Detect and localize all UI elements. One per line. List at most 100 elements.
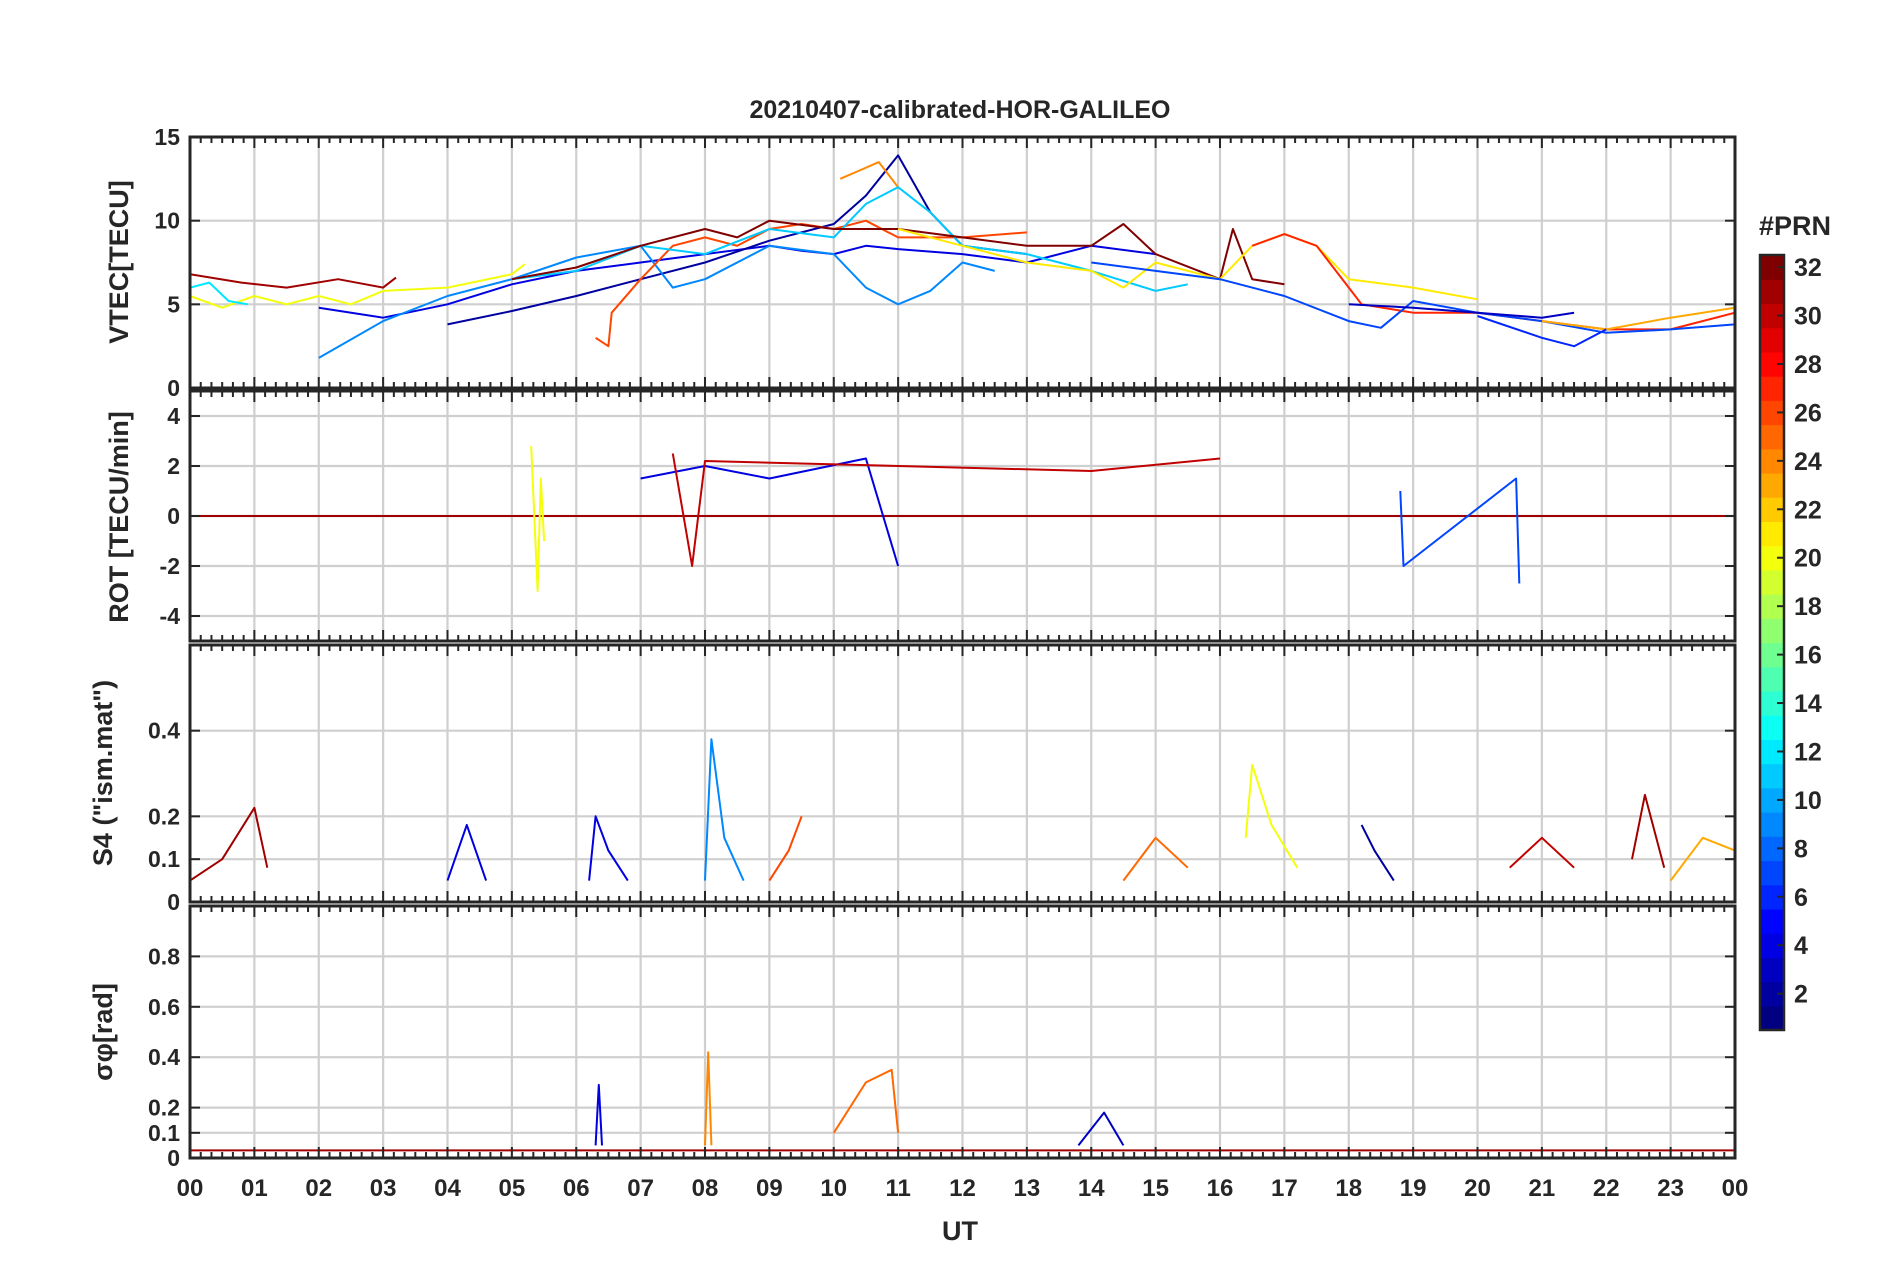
panel-frame bbox=[188, 389, 1737, 643]
panel-frame bbox=[188, 904, 1737, 1160]
colorbar-tick-label: 24 bbox=[1794, 448, 1822, 476]
series-prn-27 bbox=[1251, 233, 1735, 331]
x-tick-label: 17 bbox=[1271, 1175, 1298, 1202]
colorbar-tick-label: 20 bbox=[1794, 545, 1822, 573]
y-tick-label: 0.4 bbox=[148, 718, 180, 744]
x-tick-label: 16 bbox=[1207, 1175, 1234, 1202]
x-tick-label: 22 bbox=[1593, 1175, 1620, 1202]
panel-4: 00.10.2 0.4 0.6 0.8 σφ[rad] bbox=[88, 904, 1737, 1171]
series-prn-4 bbox=[588, 815, 629, 882]
series-prn-3 bbox=[1348, 303, 1575, 319]
series-prn-3 bbox=[1077, 1111, 1125, 1147]
y-axis-label: ROT [TECU/min] bbox=[104, 411, 134, 622]
series-prn-30 bbox=[671, 453, 1221, 567]
colorbar-segment bbox=[1760, 763, 1784, 789]
series-prn-20 bbox=[530, 445, 546, 592]
colorbar-tick-label: 32 bbox=[1794, 254, 1822, 282]
panel-2: -4 -2 0 2 4 ROT [TECU/min] bbox=[104, 389, 1737, 643]
x-tick-label: 08 bbox=[692, 1175, 719, 1202]
x-tick-label: 09 bbox=[756, 1175, 783, 1202]
series-prn-7 bbox=[1091, 261, 1735, 334]
series-prn-4 bbox=[640, 457, 900, 567]
y-tick-label: -4 bbox=[160, 603, 181, 629]
colorbar-segment bbox=[1760, 424, 1784, 450]
x-tick-label: 14 bbox=[1078, 1175, 1105, 1202]
series-prn-24 bbox=[704, 1051, 713, 1146]
colorbar-segment bbox=[1760, 472, 1784, 498]
series-prn-25 bbox=[832, 1068, 900, 1134]
y-tick-label: 0.2 bbox=[148, 1095, 180, 1121]
colorbar-tick-label: 16 bbox=[1794, 642, 1822, 670]
y-tick-label: 2 bbox=[167, 453, 180, 479]
y-tick-label: 0 bbox=[167, 375, 180, 401]
y-tick-label: 0.1 bbox=[148, 1120, 180, 1146]
panel-3: 0 0.1 0.2 0.4 S4 ("ism.mat") bbox=[88, 643, 1737, 915]
x-tick-label: 06 bbox=[563, 1175, 590, 1202]
panel-1: 0 5 10 15 VTEC[TECU] bbox=[104, 124, 1737, 401]
y-tick-label: 0.4 bbox=[148, 1044, 180, 1070]
series-prn-31 bbox=[190, 806, 269, 882]
y-tick-label: 0.2 bbox=[148, 803, 180, 829]
x-tick-label: 11 bbox=[885, 1175, 910, 1202]
colorbar-segment bbox=[1760, 666, 1784, 692]
y-tick-label: 0 bbox=[167, 889, 180, 915]
y-tick-label: 0 bbox=[167, 503, 180, 529]
x-tick-label: 18 bbox=[1335, 1175, 1362, 1202]
colorbar-segment bbox=[1760, 812, 1784, 837]
series-prn-11 bbox=[511, 186, 1189, 292]
colorbar-segment bbox=[1760, 715, 1784, 740]
colorbar-tick-label: 22 bbox=[1794, 496, 1822, 524]
series-prn-31 bbox=[1631, 793, 1666, 868]
chart-title: 20210407-calibrated-HOR-GALILEO bbox=[750, 96, 1171, 124]
x-tick-label: 20 bbox=[1464, 1175, 1491, 1202]
colorbar-tick-label: 26 bbox=[1794, 399, 1822, 427]
y-tick-label: 5 bbox=[167, 291, 180, 317]
x-tick-label: 02 bbox=[305, 1175, 332, 1202]
y-axis-label: VTEC[TECU] bbox=[104, 180, 134, 344]
x-tick-label: 19 bbox=[1400, 1175, 1427, 1202]
colorbar-tick-label: 4 bbox=[1794, 932, 1808, 960]
x-tick-label: 03 bbox=[370, 1175, 397, 1202]
colorbar-segment bbox=[1760, 957, 1784, 983]
series-prn-23 bbox=[1541, 306, 1735, 331]
series-prn-4 bbox=[594, 1083, 603, 1146]
colorbar-tick-label: 14 bbox=[1794, 690, 1822, 718]
series-group bbox=[190, 445, 1735, 592]
colorbar-segment bbox=[1760, 279, 1784, 305]
x-tick-label: 10 bbox=[820, 1175, 847, 1202]
series-prn-26 bbox=[595, 219, 1027, 348]
colorbar-tick-label: 10 bbox=[1794, 787, 1822, 815]
x-tick-label: 00 bbox=[177, 1175, 204, 1202]
panel-frame bbox=[188, 135, 1737, 390]
series-prn-32 bbox=[511, 219, 1285, 286]
colorbar-tick-label: 6 bbox=[1794, 884, 1808, 912]
x-tick-label: 12 bbox=[949, 1175, 976, 1202]
series-prn-9 bbox=[318, 244, 995, 359]
series-prn-6 bbox=[1477, 315, 1607, 348]
series-prn-4 bbox=[446, 823, 488, 881]
x-tick-labels: 00 01 02 03 04 05 06 07 08 09 10 11 12 13 14 15 16 17 18 19… bbox=[177, 1175, 1749, 1202]
colorbar-segment bbox=[1760, 376, 1784, 401]
y-tick-label: 0.1 bbox=[148, 846, 180, 872]
colorbar-tick-label: 2 bbox=[1794, 981, 1808, 1009]
y-tick-label: 4 bbox=[167, 403, 180, 429]
series-group bbox=[190, 154, 1735, 359]
colorbar-segment bbox=[1760, 860, 1784, 886]
x-tick-label: 05 bbox=[499, 1175, 526, 1202]
y-axis-label: σφ[rad] bbox=[88, 983, 118, 1081]
x-tick-label: 04 bbox=[434, 1175, 461, 1202]
series-prn-24 bbox=[839, 161, 899, 188]
series-prn-30 bbox=[1509, 836, 1575, 869]
x-tick-label: 21 bbox=[1529, 1175, 1556, 1202]
colorbar-segment bbox=[1760, 521, 1784, 547]
y-tick-label: 15 bbox=[154, 124, 180, 150]
colorbar-frame bbox=[1758, 253, 1786, 1032]
series-prn-20 bbox=[1244, 763, 1299, 869]
colorbar-tick-label: 8 bbox=[1794, 835, 1808, 863]
series-prn-2 bbox=[1360, 824, 1395, 882]
y-tick-label: 0.8 bbox=[148, 943, 180, 969]
colorbar-tick-label: 18 bbox=[1794, 593, 1822, 621]
